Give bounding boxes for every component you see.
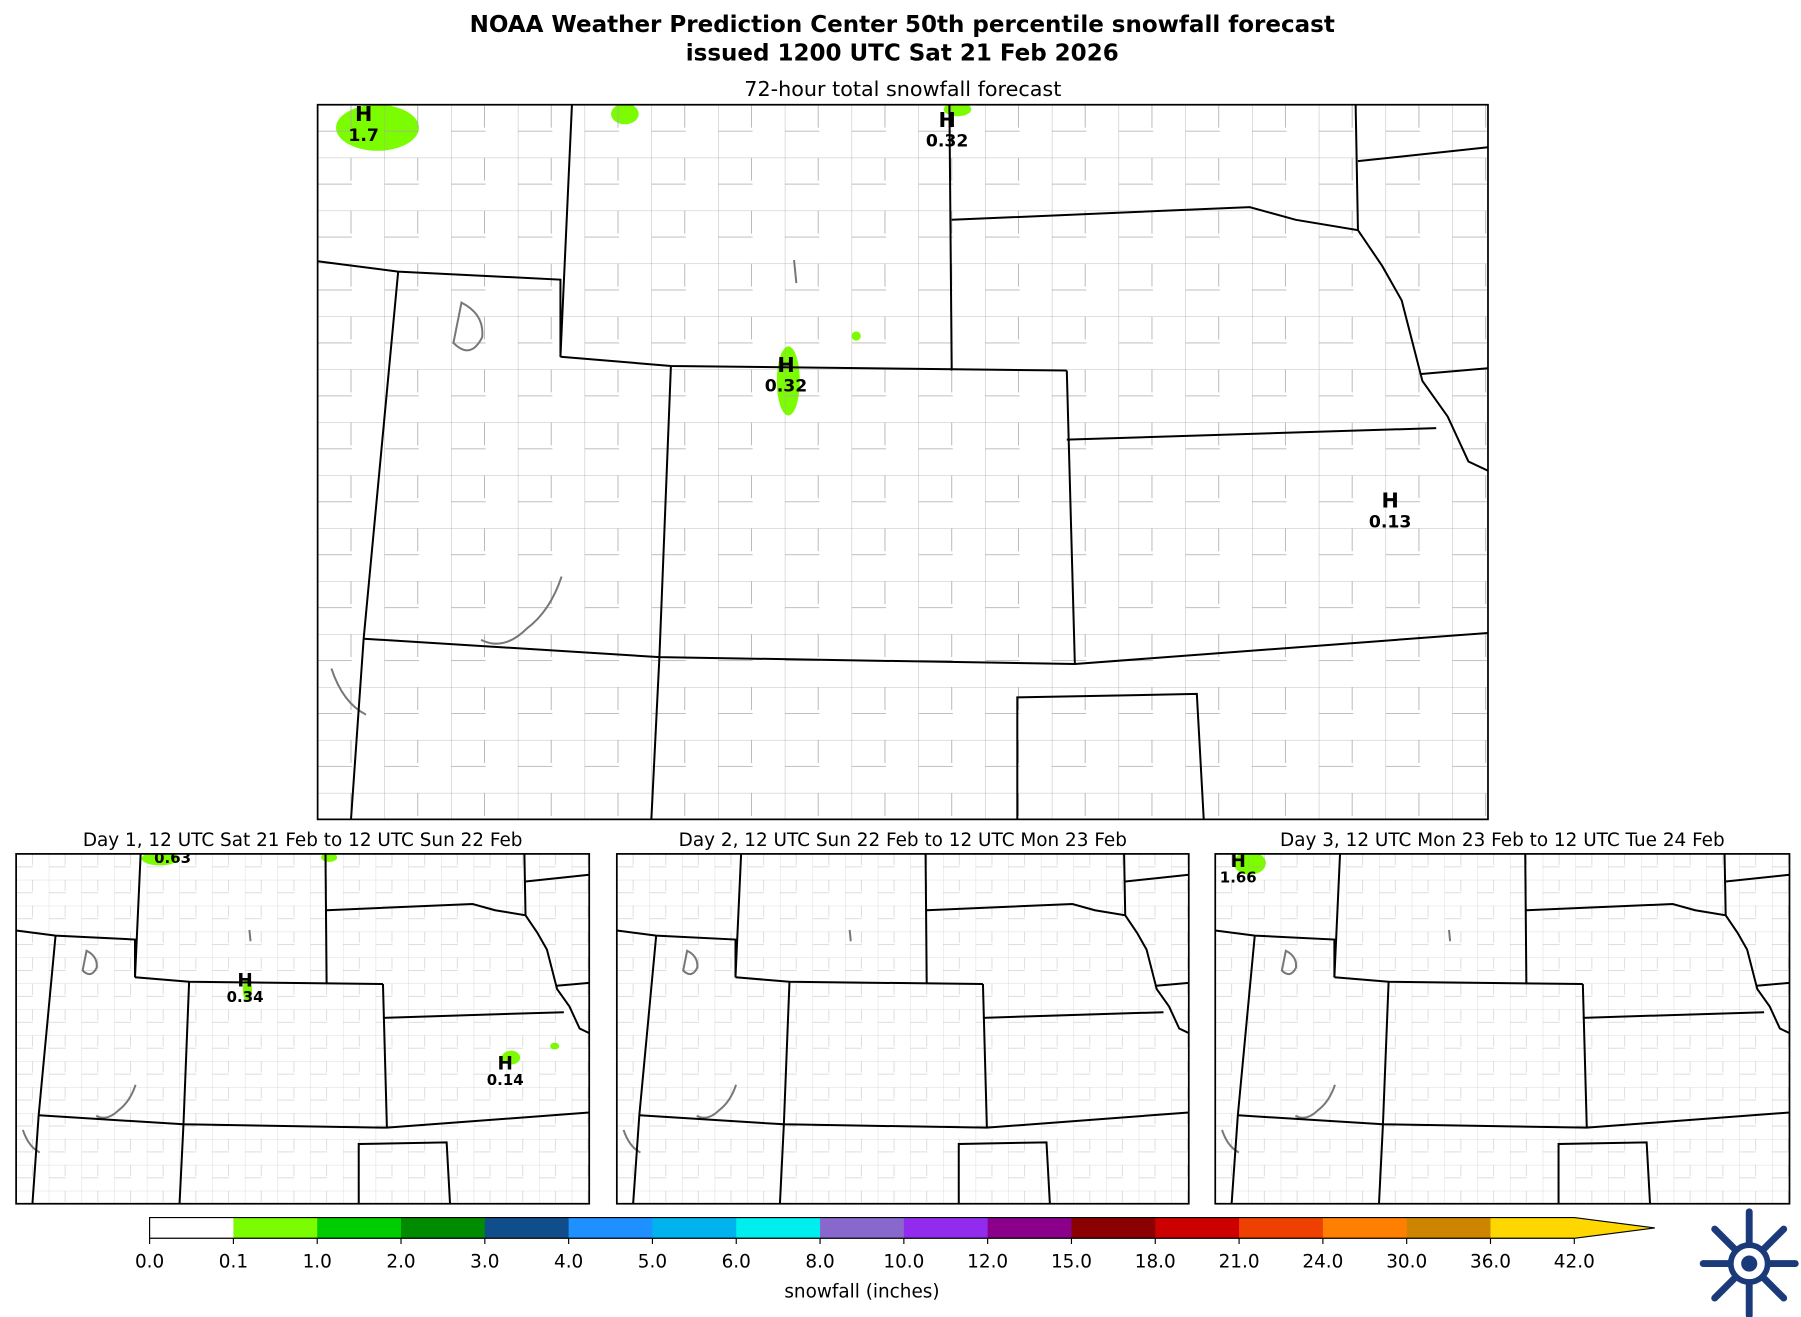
title: NOAA Weather Prediction Center 50th perc… [470,12,1335,38]
colorbar-tick-label: 42.0 [1554,1251,1595,1272]
colorbar-tick-label: 21.0 [1219,1251,1260,1272]
colorbar-segment [1071,1217,1156,1239]
map-area: H1.66 [1215,851,1790,1204]
scene: NOAA Weather Prediction Center 50th perc… [15,12,1799,1317]
basemap [317,104,1488,820]
colorbar-extension [1574,1217,1655,1239]
colorbar-tick-label: 2.0 [386,1251,415,1272]
map-panel: Day 2, 12 UTC Sun 22 Feb to 12 UTC Mon 2… [615,830,1190,1205]
colorbar-outline [149,1216,1655,1239]
colorbar-tick-label: 12.0 [967,1251,1008,1272]
colorbar-tick-label: 5.0 [638,1251,667,1272]
panel-title: Day 3, 12 UTC Mon 23 Feb to 12 UTC Tue 2… [1280,830,1725,851]
max-marker: H [1382,489,1399,513]
colorbar-segment [987,1217,1073,1239]
max-value: 0.13 [1369,512,1412,532]
colorbar-segment [1155,1217,1240,1239]
colorbar-tick-label: 30.0 [1386,1251,1427,1272]
map-panel: 72-hour total snowfall forecastH1.7H0.32… [316,77,1489,821]
colorbar-segment [903,1217,989,1239]
colorbar-segment [568,1217,654,1239]
max-value: 0.14 [487,1071,524,1089]
colorbar-tick-label: 0.0 [135,1251,164,1272]
colorbar-segment [484,1217,570,1239]
max-marker: H [1231,851,1246,872]
panel-title: Day 2, 12 UTC Sun 22 Feb to 12 UTC Mon 2… [679,830,1127,851]
colorbar-segment [233,1217,318,1239]
max-value: 0.32 [765,377,808,397]
colorbar-tick-label: 24.0 [1302,1251,1343,1272]
colorbar-tick-label: 3.0 [470,1251,499,1272]
basemap [616,853,1189,1204]
colorbar-segment [652,1217,737,1239]
colorbar-tick-label: 18.0 [1135,1251,1176,1272]
colorbar-tick-label: 0.1 [219,1251,248,1272]
colorbar-label: snowfall (inches) [784,1281,939,1302]
max-marker: H [938,108,955,132]
map-panel: Day 3, 12 UTC Mon 23 Feb to 12 UTC Tue 2… [1214,830,1791,1205]
map-panel: Day 1, 12 UTC Sat 21 Feb to 12 UTC Sun 2… [15,830,591,1205]
colorbar-segment [1239,1217,1324,1239]
max-marker: H [237,971,252,992]
colorbar-segment [317,1217,402,1239]
map-frame [15,853,591,1205]
colorbar-segment [1406,1217,1492,1239]
max-marker: H [355,102,372,126]
max-value: 1.7 [348,126,379,146]
map-area [616,853,1189,1204]
max-value: 0.32 [926,132,969,152]
max-value: 1.66 [1220,869,1257,887]
colorbar-segment [736,1217,821,1239]
max-value: 0.34 [227,988,264,1006]
map-frame [1214,853,1791,1205]
colorbar-segment [820,1217,905,1239]
colorbar-tick-label: 10.0 [883,1251,924,1272]
panel-title: Day 1, 12 UTC Sat 21 Feb to 12 UTC Sun 2… [83,830,523,851]
colorbar-tick-label: 8.0 [805,1251,834,1272]
wpc-logo [1699,1208,1799,1317]
max-marker: H [777,353,794,377]
colorbar-segment [1490,1217,1575,1239]
colorbar-segment [1322,1217,1408,1239]
colorbar-tick-label: 36.0 [1470,1251,1511,1272]
max-marker: H [497,1053,512,1074]
colorbar-tick-label: 6.0 [722,1251,751,1272]
map-frame [615,853,1190,1205]
max-value: 0.63 [154,849,191,867]
colorbar-tick-label: 15.0 [1051,1251,1092,1272]
colorbar-segment [401,1217,486,1239]
basemap [16,853,590,1204]
colorbar: 0.0 0.1 1.0 2.0 3.0 4.0 5.0 6.0 8.0 10.0 12.0 15.0 1… [135,1216,1655,1302]
colorbar-segment [149,1217,234,1239]
panel-title: 72-hour total snowfall forecast [744,77,1061,101]
colorbar-tick-label: 1.0 [303,1251,332,1272]
map-frame [316,103,1489,821]
colorbar-tick-label: 4.0 [554,1251,583,1272]
subtitle: issued 1200 UTC Sat 21 Feb 2026 [686,41,1119,67]
basemap [1215,853,1790,1204]
